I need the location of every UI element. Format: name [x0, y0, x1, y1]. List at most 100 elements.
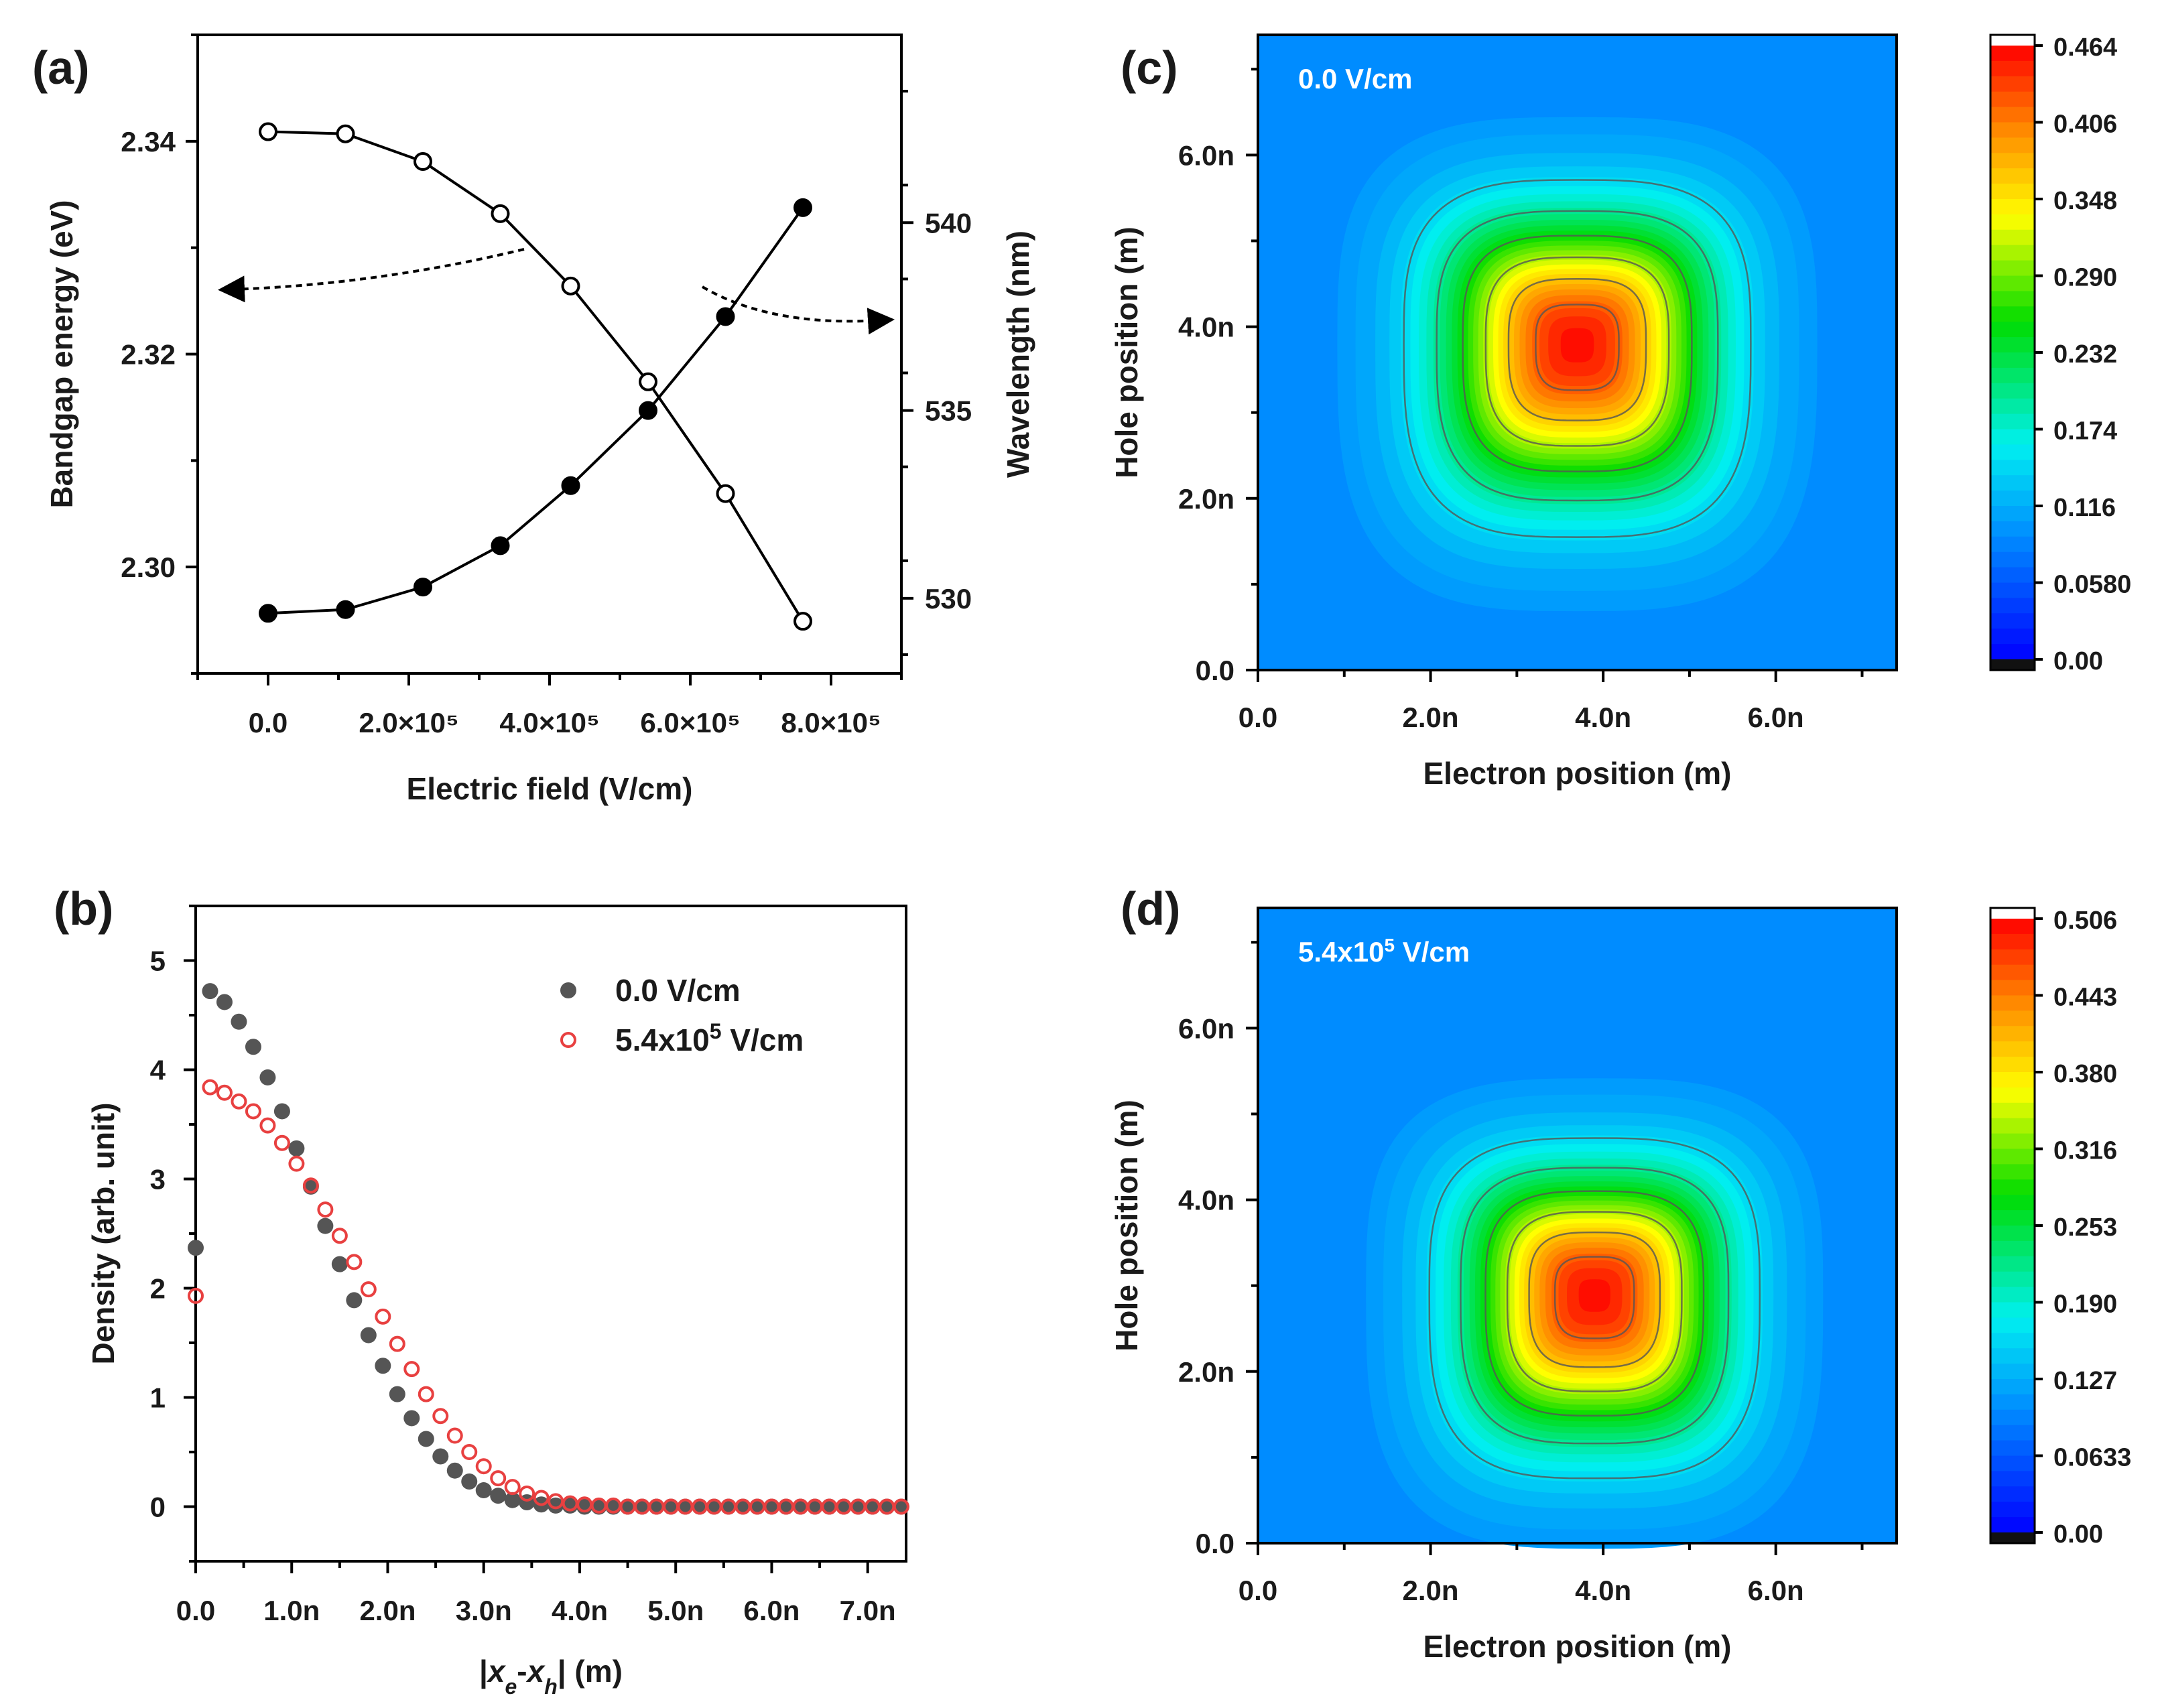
- colorbar-segment: [1990, 1133, 2035, 1150]
- colorbar-segment: [1990, 444, 2035, 460]
- colorbar-segment: [1990, 291, 2035, 307]
- colorbar-segment: [1990, 1425, 2035, 1441]
- colorbar-segment: [1990, 1118, 2035, 1134]
- x-axis-label-part: x: [525, 1654, 546, 1689]
- colorbar-segment: [1990, 1333, 2035, 1349]
- colorbar-segment: [1990, 1287, 2035, 1303]
- density-point-5.4e5vcm: [490, 1470, 507, 1487]
- legend-label-0vcm: 0.0 V/cm: [615, 973, 741, 1008]
- colorbar-tick-label: 0.443: [2053, 984, 2117, 1012]
- y2-axis-label: Wavelength (nm): [1001, 231, 1035, 478]
- wavelength-point: [794, 198, 812, 217]
- density-point-0vcm: [446, 1462, 463, 1479]
- density-point-0vcm: [216, 994, 233, 1010]
- x-tick-label: 2.0n: [359, 1595, 416, 1626]
- x-axis-label: |xe-xh| (m): [479, 1654, 623, 1699]
- field-strength-main: 0.0 V/cm: [1298, 63, 1412, 94]
- density-point-0vcm: [548, 1497, 564, 1514]
- field-strength-label: 0.0 V/cm: [1298, 63, 1412, 94]
- colorbar-segment: [1990, 1271, 2035, 1288]
- colorbar-segment: [1990, 475, 2035, 491]
- legend-marker-0vcm: [560, 982, 576, 998]
- colorbar-segment: [1990, 1072, 2035, 1088]
- wavelength-point: [336, 600, 355, 619]
- colorbar-tick-label: 0.190: [2053, 1291, 2117, 1319]
- bandgap-point: [491, 204, 510, 223]
- density-point-5.4e5vcm: [461, 1444, 478, 1460]
- colorbar-segment: [1990, 1102, 2035, 1119]
- colorbar-tick-label: 0.00: [2053, 1520, 2103, 1549]
- colorbar-segment: [1990, 383, 2035, 399]
- colorbar-segment: [1990, 122, 2035, 138]
- colorbar-segment: [1990, 275, 2035, 291]
- bandgap-point: [336, 124, 355, 143]
- wavelength-point: [414, 578, 432, 597]
- colorbar-segment: [1990, 60, 2035, 77]
- colorbar-bottom: [1990, 1532, 2035, 1543]
- colorbar-tick-label: 0.00: [2053, 647, 2103, 675]
- colorbar-segment: [1990, 245, 2035, 261]
- colorbar-segment: [1990, 1010, 2035, 1027]
- bandgap-point: [259, 122, 277, 141]
- colorbar-segment: [1990, 1409, 2035, 1426]
- colorbar-segment: [1990, 322, 2035, 338]
- contour-line: [1507, 278, 1647, 421]
- density-point-5.4e5vcm: [273, 1134, 290, 1151]
- x-axis-label-part: | (m): [558, 1654, 623, 1689]
- contour-line: [1484, 1190, 1705, 1417]
- colorbar-segment: [1990, 980, 2035, 996]
- bandgap-point: [414, 152, 432, 172]
- colorbar-segment: [1990, 1026, 2035, 1042]
- y-tick-label: 4: [150, 1055, 166, 1086]
- colorbar-segment: [1990, 1471, 2035, 1487]
- density-point-0vcm: [317, 1218, 334, 1234]
- y-tick-label: 5: [150, 945, 166, 977]
- y-tick-label: 2: [150, 1273, 166, 1305]
- bandgap-point: [716, 484, 735, 503]
- colorbar-segment: [1990, 521, 2035, 537]
- colorbar-segment: [1990, 1317, 2035, 1333]
- colorbar-tick-label: 0.380: [2053, 1060, 2117, 1088]
- colorbar-segment: [1990, 490, 2035, 507]
- contour-line: [1462, 235, 1693, 472]
- x-tick-label: 4.0n: [1575, 702, 1631, 733]
- x-axis-label-part: -: [517, 1654, 527, 1689]
- x-tick-label: 2.0n: [1403, 1575, 1459, 1606]
- colorbar-segment: [1990, 1226, 2035, 1242]
- y-tick-label: 0.0: [1196, 1528, 1234, 1559]
- colorbar-segment: [1990, 91, 2035, 108]
- colorbar-segment: [1990, 352, 2035, 369]
- colorbar-tick-label: 0.464: [2053, 34, 2117, 62]
- field-strength-label: 5.4x105 V/cm: [1298, 935, 1470, 968]
- contour-line: [1436, 210, 1719, 502]
- colorbar-segment: [1990, 137, 2035, 153]
- colorbar-segment: [1990, 1486, 2035, 1502]
- density-point-5.4e5vcm: [446, 1427, 463, 1444]
- series-line: [267, 130, 804, 622]
- density-point-5.4e5vcm: [202, 1079, 218, 1096]
- x-tick-label: 2.0n: [1403, 702, 1459, 733]
- colorbar-segment: [1990, 460, 2035, 476]
- y-tick-label: 3: [150, 1164, 166, 1195]
- legend-label-sup: 5: [710, 1019, 722, 1043]
- x-tick-label: 1.0n: [263, 1595, 320, 1626]
- plot-frame: [194, 905, 907, 1563]
- density-point-0vcm: [475, 1482, 492, 1499]
- colorbar-tick-label: 0.316: [2053, 1137, 2117, 1165]
- colorbar-segment: [1990, 260, 2035, 277]
- density-point-5.4e5vcm: [375, 1308, 391, 1325]
- colorbar-segment: [1990, 398, 2035, 415]
- contour-line: [1460, 1167, 1730, 1445]
- colorbar-segment: [1990, 107, 2035, 123]
- colorbar-tick-label: 0.127: [2053, 1367, 2117, 1395]
- colorbar-tick-label: 0.0580: [2053, 571, 2131, 599]
- y-tick-label: 2.0n: [1178, 483, 1234, 515]
- colorbar-segment: [1990, 919, 2035, 935]
- colorbar-segment: [1990, 229, 2035, 246]
- colorbar-segment: [1990, 413, 2035, 430]
- contour-line: [1428, 1137, 1761, 1480]
- colorbar-segment: [1990, 1364, 2035, 1380]
- x-tick-label: 6.0n: [1748, 702, 1804, 733]
- plot-frame: [1257, 34, 1898, 671]
- x-axis-label: Electron position (m): [1423, 756, 1732, 791]
